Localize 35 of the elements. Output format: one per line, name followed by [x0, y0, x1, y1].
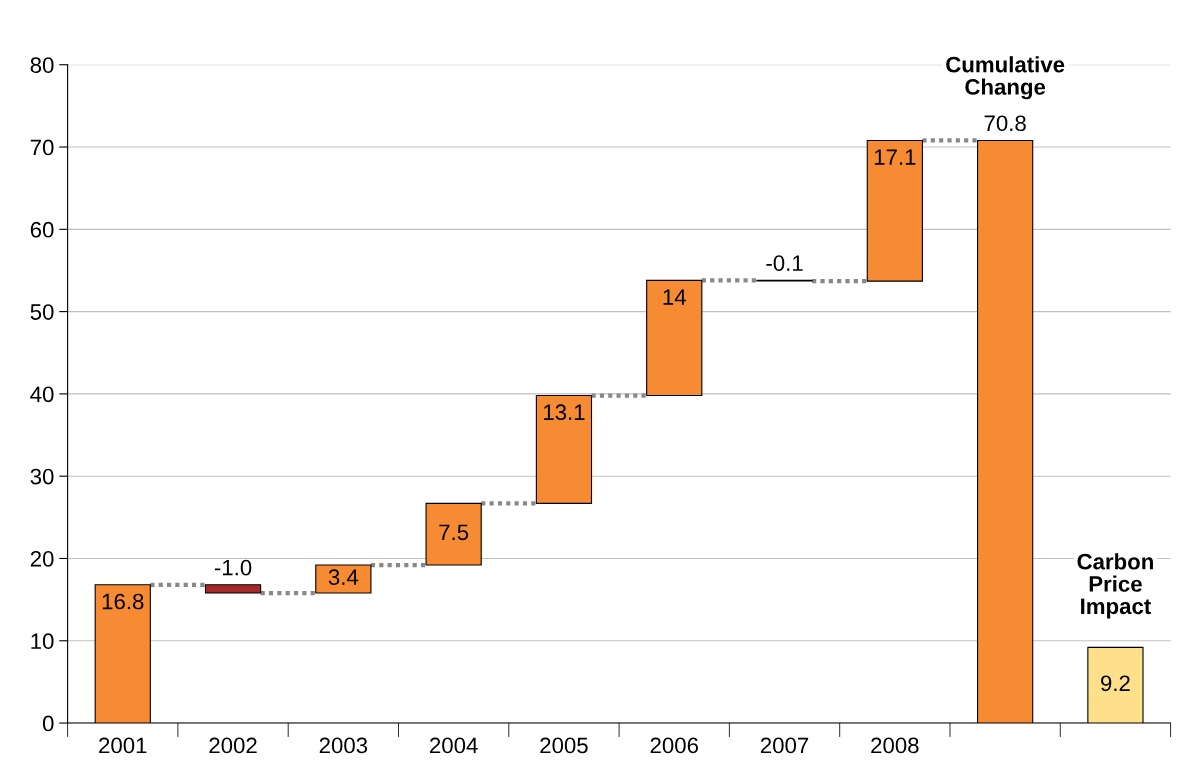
annotation: Carbon Price Impact: [1077, 553, 1153, 619]
x-tick-label: 2008: [871, 737, 919, 754]
bar: [315, 564, 372, 594]
y-tick-label: 20: [30, 551, 54, 567]
bar: [204, 584, 262, 594]
data-label: 9.2: [1101, 675, 1130, 692]
y-tick-label: 60: [30, 221, 54, 238]
data-label: 70.8: [984, 115, 1026, 132]
x-tick-label: 2003: [319, 737, 368, 754]
data-label: 14: [663, 289, 686, 305]
y-tick-label: 80: [30, 57, 54, 74]
x-tick-label: 2004: [430, 737, 478, 754]
data-label: 3.4: [328, 569, 359, 586]
x-tick-label: 2006: [650, 737, 698, 754]
y-tick-label: 30: [30, 468, 54, 485]
data-label: -0.1: [766, 255, 803, 272]
bar: [535, 394, 593, 504]
y-tick-label: 70: [30, 139, 54, 156]
y-tick-label: 10: [31, 633, 54, 650]
data-label: -1.0: [214, 559, 252, 576]
bar: [425, 502, 482, 566]
y-tick-label: 50: [30, 304, 54, 320]
data-label: 13.1: [544, 404, 585, 421]
x-tick-label: 2007: [760, 737, 809, 754]
bar: [646, 279, 703, 397]
data-label: 16.8: [102, 593, 144, 610]
data-label: 17.1: [874, 149, 916, 165]
y-tick-label: 0: [42, 715, 54, 732]
x-tick-label: 2005: [540, 737, 588, 754]
annotation: Cumulative Change: [946, 56, 1065, 100]
data-label: 7.5: [439, 524, 469, 541]
y-tick-label: 40: [30, 386, 54, 403]
x-tick-label: 2001: [99, 737, 147, 754]
bar: [866, 139, 923, 282]
x-tick-label: 2002: [209, 737, 257, 754]
